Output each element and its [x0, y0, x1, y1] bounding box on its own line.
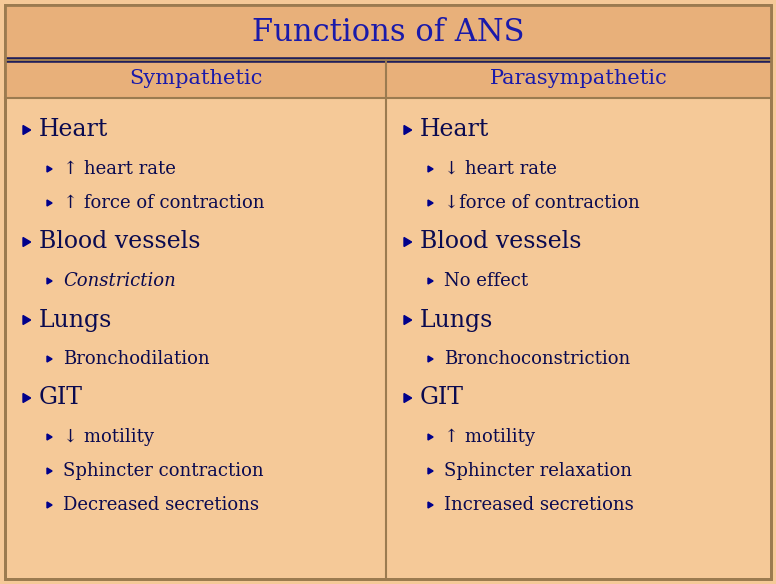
Text: GIT: GIT — [420, 387, 464, 409]
Polygon shape — [23, 394, 30, 402]
Polygon shape — [428, 166, 433, 172]
Text: Bronchodilation: Bronchodilation — [63, 350, 210, 368]
Text: No effect: No effect — [444, 272, 528, 290]
Text: ↓ heart rate: ↓ heart rate — [444, 160, 557, 178]
Text: Bronchoconstriction: Bronchoconstriction — [444, 350, 630, 368]
Text: Heart: Heart — [420, 119, 490, 141]
Text: ↑ heart rate: ↑ heart rate — [63, 160, 176, 178]
Text: Sphincter contraction: Sphincter contraction — [63, 462, 264, 480]
Text: Sympathetic: Sympathetic — [129, 69, 262, 89]
Text: Blood vessels: Blood vessels — [420, 231, 581, 253]
Text: Lungs: Lungs — [420, 308, 494, 332]
Polygon shape — [23, 238, 30, 246]
Text: ↓ motility: ↓ motility — [63, 428, 154, 446]
Text: Increased secretions: Increased secretions — [444, 496, 634, 514]
Polygon shape — [47, 278, 52, 284]
Text: Decreased secretions: Decreased secretions — [63, 496, 259, 514]
Text: Heart: Heart — [39, 119, 109, 141]
Polygon shape — [47, 502, 52, 508]
Text: Parasympathetic: Parasympathetic — [490, 69, 667, 89]
Polygon shape — [404, 394, 411, 402]
Polygon shape — [47, 434, 52, 440]
Polygon shape — [428, 434, 433, 440]
Polygon shape — [428, 356, 433, 362]
Polygon shape — [47, 468, 52, 474]
Polygon shape — [47, 166, 52, 172]
Text: Blood vessels: Blood vessels — [39, 231, 200, 253]
Polygon shape — [47, 356, 52, 362]
Bar — [5, 60, 386, 98]
Polygon shape — [23, 315, 30, 325]
Bar — [386, 60, 771, 98]
Polygon shape — [404, 238, 411, 246]
Text: Sphincter relaxation: Sphincter relaxation — [444, 462, 632, 480]
Text: Constriction: Constriction — [63, 272, 175, 290]
Text: Functions of ANS: Functions of ANS — [251, 17, 525, 48]
Text: Lungs: Lungs — [39, 308, 113, 332]
Polygon shape — [428, 468, 433, 474]
Text: ↑ force of contraction: ↑ force of contraction — [63, 194, 265, 212]
Polygon shape — [428, 200, 433, 206]
Bar — [5, 5, 771, 60]
Polygon shape — [404, 315, 411, 325]
Polygon shape — [47, 200, 52, 206]
Polygon shape — [23, 126, 30, 134]
Text: ↓force of contraction: ↓force of contraction — [444, 194, 639, 212]
Polygon shape — [428, 502, 433, 508]
Polygon shape — [404, 126, 411, 134]
Text: GIT: GIT — [39, 387, 83, 409]
Polygon shape — [428, 278, 433, 284]
Text: ↑ motility: ↑ motility — [444, 428, 535, 446]
